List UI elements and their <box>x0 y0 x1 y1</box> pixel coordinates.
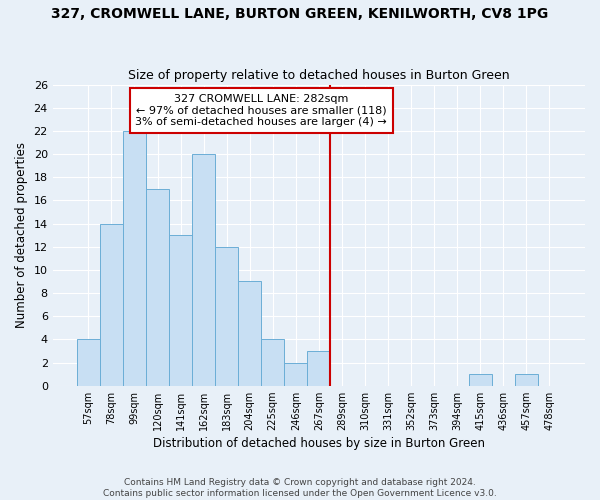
Bar <box>146 189 169 386</box>
Text: 327, CROMWELL LANE, BURTON GREEN, KENILWORTH, CV8 1PG: 327, CROMWELL LANE, BURTON GREEN, KENILW… <box>52 8 548 22</box>
Bar <box>284 362 307 386</box>
Bar <box>238 282 261 386</box>
Bar <box>515 374 538 386</box>
Bar <box>215 246 238 386</box>
Text: Contains HM Land Registry data © Crown copyright and database right 2024.
Contai: Contains HM Land Registry data © Crown c… <box>103 478 497 498</box>
Bar <box>307 351 331 386</box>
Bar <box>192 154 215 386</box>
Bar <box>261 340 284 386</box>
Bar <box>123 131 146 386</box>
Bar <box>169 235 192 386</box>
Bar <box>77 340 100 386</box>
Text: 327 CROMWELL LANE: 282sqm
← 97% of detached houses are smaller (118)
3% of semi-: 327 CROMWELL LANE: 282sqm ← 97% of detac… <box>136 94 387 127</box>
Title: Size of property relative to detached houses in Burton Green: Size of property relative to detached ho… <box>128 69 509 82</box>
X-axis label: Distribution of detached houses by size in Burton Green: Distribution of detached houses by size … <box>153 437 485 450</box>
Bar <box>100 224 123 386</box>
Bar <box>469 374 491 386</box>
Y-axis label: Number of detached properties: Number of detached properties <box>15 142 28 328</box>
